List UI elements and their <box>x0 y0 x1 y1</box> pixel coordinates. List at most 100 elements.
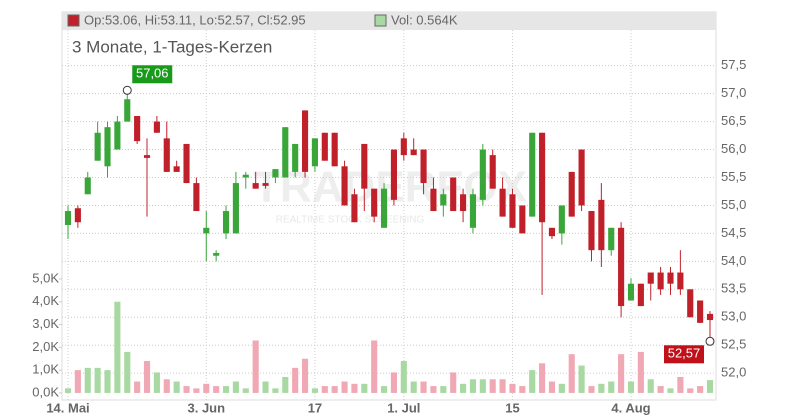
candle-body <box>351 194 358 223</box>
legend-swatch <box>67 14 80 27</box>
volume-bar <box>163 379 170 393</box>
volume-bar <box>183 386 190 393</box>
candle-body <box>608 227 615 251</box>
volume-bar <box>282 376 289 393</box>
volume-bar <box>143 361 151 393</box>
candle-body <box>371 188 378 217</box>
volume-bar <box>657 386 664 393</box>
volume-bar <box>647 379 654 393</box>
candle-body <box>420 149 427 184</box>
volume-bar <box>242 388 249 393</box>
candle-body <box>213 252 220 256</box>
volume-bar <box>519 386 526 393</box>
candle-body <box>558 205 565 234</box>
volume-bar <box>173 381 180 393</box>
volume-bar <box>193 388 200 393</box>
y-tick-label: 55,5 <box>721 169 746 184</box>
y2-tick-label: 3,0K <box>32 316 59 331</box>
volume-bar <box>64 388 72 393</box>
volume-bar <box>380 386 388 393</box>
volume-bar <box>104 370 111 393</box>
candle-body <box>677 272 684 290</box>
candle-body <box>667 272 674 284</box>
volume-bar <box>94 367 101 393</box>
min-marker <box>705 336 715 346</box>
candle-body <box>124 99 131 122</box>
candle-body <box>598 199 605 251</box>
candle-body <box>321 132 328 161</box>
y-tick-label: 54,5 <box>721 225 746 240</box>
candle-body <box>568 171 575 217</box>
min-label: 52,57 <box>668 346 701 361</box>
candle-body <box>657 272 664 290</box>
max-label: 57,06 <box>136 66 169 81</box>
candle-body <box>499 188 506 217</box>
candle-body <box>104 127 111 167</box>
y-tick-label: 53,0 <box>721 309 746 324</box>
candle-body <box>687 289 694 318</box>
volume-bar <box>124 351 131 393</box>
volume-bar <box>420 381 427 393</box>
volume-bar <box>489 379 496 393</box>
x-tick-label: 4. Aug <box>611 400 650 415</box>
watermark-sub: REALTIME STOCK SCREENING <box>276 215 425 226</box>
y-tick-label: 56,5 <box>721 113 746 128</box>
volume-bar <box>697 386 704 393</box>
candle-body <box>618 227 625 307</box>
volume-bar <box>84 367 91 393</box>
candle-body <box>143 155 151 158</box>
legend-volume: Vol: 0.564K <box>391 12 458 27</box>
y2-tick-label: 4,0K <box>32 293 59 308</box>
volume-bar <box>134 381 141 393</box>
volume-bar <box>301 358 309 393</box>
volume-bar <box>341 381 348 393</box>
volume-bar <box>469 379 477 393</box>
volume-bar <box>509 383 516 393</box>
candle-body <box>341 166 348 206</box>
volume-bar <box>222 386 230 393</box>
volume-bar <box>637 351 644 393</box>
candle-body <box>450 177 457 212</box>
candle-body <box>153 121 160 133</box>
candle-body <box>203 227 210 234</box>
candle-body <box>390 149 398 200</box>
volume-bar <box>539 363 546 393</box>
y-tick-label: 56,0 <box>721 141 746 156</box>
volume-bar <box>440 386 447 393</box>
volume-bar <box>272 388 279 393</box>
candle-body <box>588 211 595 251</box>
volume-bar <box>331 386 338 393</box>
max-marker <box>122 85 132 95</box>
candle-body <box>331 132 338 167</box>
volume-bar <box>499 379 506 393</box>
candle-body <box>440 194 447 206</box>
volume-bar <box>114 301 121 393</box>
candle-body <box>637 283 644 307</box>
volume-bar <box>232 381 239 393</box>
candle-body <box>697 300 704 323</box>
candle-body <box>242 174 249 178</box>
candle-body <box>469 194 477 228</box>
candle-body <box>627 283 635 301</box>
y2-tick-label: 1,0K <box>32 362 59 377</box>
candle-body <box>539 132 546 223</box>
volume-bar <box>430 386 437 393</box>
volume-bar <box>618 354 625 393</box>
candle-body <box>578 149 585 206</box>
candle-body <box>114 121 121 150</box>
candle-body <box>430 188 437 212</box>
volume-bar <box>479 379 486 393</box>
volume-bar <box>529 370 536 393</box>
x-tick-label: 14. Mai <box>46 400 89 415</box>
candle-body <box>706 313 714 321</box>
volume-bar <box>400 361 407 393</box>
header-bar <box>62 12 716 30</box>
candle-body <box>361 143 368 189</box>
candle-body <box>173 166 180 172</box>
volume-bar <box>321 386 328 393</box>
candle-body <box>252 183 259 189</box>
y-tick-label: 55,0 <box>721 197 746 212</box>
candle-body <box>183 143 190 184</box>
volume-bar <box>292 367 299 393</box>
